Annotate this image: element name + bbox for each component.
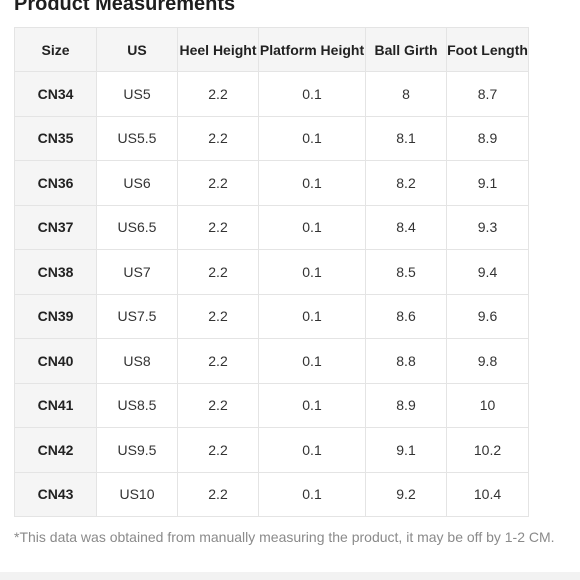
size-cell: CN41 — [14, 382, 97, 428]
size-cell: CN38 — [14, 249, 97, 295]
foot-length-cell: 8.7 — [446, 71, 529, 117]
foot-length-cell: 9.6 — [446, 293, 529, 339]
size-cell: CN39 — [14, 293, 97, 339]
foot-length-cell: 9.3 — [446, 204, 529, 250]
foot-length-cell: 10.2 — [446, 427, 529, 473]
table-row: CN36 US6 2.2 0.1 8.2 9.1 — [14, 160, 529, 206]
header-platform-height: Platform Height — [258, 27, 366, 72]
platform-height-cell: 0.1 — [258, 338, 366, 384]
us-cell: US6 — [96, 160, 178, 206]
foot-length-cell: 10.4 — [446, 471, 529, 517]
table-row: CN41 US8.5 2.2 0.1 8.9 10 — [14, 382, 529, 428]
ball-girth-cell: 8.8 — [365, 338, 447, 384]
us-cell: US8.5 — [96, 382, 178, 428]
us-cell: US7 — [96, 249, 178, 295]
platform-height-cell: 0.1 — [258, 471, 366, 517]
measurement-footnote: *This data was obtained from manually me… — [14, 529, 555, 545]
page-title: Product Measurements — [14, 0, 236, 15]
size-cell: CN43 — [14, 471, 97, 517]
us-cell: US7.5 — [96, 293, 178, 339]
platform-height-cell: 0.1 — [258, 115, 366, 161]
table-header-row: Size US Heel Height Platform Height Ball… — [14, 27, 529, 72]
heel-height-cell: 2.2 — [177, 160, 259, 206]
us-cell: US6.5 — [96, 204, 178, 250]
size-cell: CN37 — [14, 204, 97, 250]
table-row: CN42 US9.5 2.2 0.1 9.1 10.2 — [14, 427, 529, 473]
foot-length-cell: 9.4 — [446, 249, 529, 295]
ball-girth-cell: 8.2 — [365, 160, 447, 206]
heel-height-cell: 2.2 — [177, 427, 259, 473]
foot-length-cell: 9.8 — [446, 338, 529, 384]
platform-height-cell: 0.1 — [258, 249, 366, 295]
ball-girth-cell: 8 — [365, 71, 447, 117]
ball-girth-cell: 9.2 — [365, 471, 447, 517]
platform-height-cell: 0.1 — [258, 293, 366, 339]
header-ball-girth: Ball Girth — [365, 27, 447, 72]
table-row: CN34 US5 2.2 0.1 8 8.7 — [14, 71, 529, 117]
platform-height-cell: 0.1 — [258, 204, 366, 250]
size-cell: CN42 — [14, 427, 97, 473]
header-foot-length: Foot Length — [446, 27, 529, 72]
foot-length-cell: 8.9 — [446, 115, 529, 161]
heel-height-cell: 2.2 — [177, 382, 259, 428]
platform-height-cell: 0.1 — [258, 71, 366, 117]
header-us: US — [96, 27, 178, 72]
ball-girth-cell: 8.9 — [365, 382, 447, 428]
ball-girth-cell: 8.6 — [365, 293, 447, 339]
table-row: CN37 US6.5 2.2 0.1 8.4 9.3 — [14, 204, 529, 250]
measurements-table-container: Size US Heel Height Platform Height Ball… — [14, 27, 529, 517]
us-cell: US5 — [96, 71, 178, 117]
table-row: CN39 US7.5 2.2 0.1 8.6 9.6 — [14, 293, 529, 339]
size-cell: CN35 — [14, 115, 97, 161]
header-size: Size — [14, 27, 97, 72]
page-bottom-divider — [0, 572, 580, 580]
heel-height-cell: 2.2 — [177, 471, 259, 517]
heel-height-cell: 2.2 — [177, 338, 259, 384]
heel-height-cell: 2.2 — [177, 293, 259, 339]
header-heel-height: Heel Height — [177, 27, 259, 72]
ball-girth-cell: 8.1 — [365, 115, 447, 161]
platform-height-cell: 0.1 — [258, 382, 366, 428]
heel-height-cell: 2.2 — [177, 249, 259, 295]
us-cell: US9.5 — [96, 427, 178, 473]
us-cell: US5.5 — [96, 115, 178, 161]
size-cell: CN36 — [14, 160, 97, 206]
ball-girth-cell: 8.5 — [365, 249, 447, 295]
ball-girth-cell: 9.1 — [365, 427, 447, 473]
platform-height-cell: 0.1 — [258, 427, 366, 473]
foot-length-cell: 10 — [446, 382, 529, 428]
ball-girth-cell: 8.4 — [365, 204, 447, 250]
table-row: CN40 US8 2.2 0.1 8.8 9.8 — [14, 338, 529, 384]
foot-length-cell: 9.1 — [446, 160, 529, 206]
size-cell: CN40 — [14, 338, 97, 384]
heel-height-cell: 2.2 — [177, 115, 259, 161]
heel-height-cell: 2.2 — [177, 71, 259, 117]
table-row: CN43 US10 2.2 0.1 9.2 10.4 — [14, 471, 529, 517]
us-cell: US10 — [96, 471, 178, 517]
heel-height-cell: 2.2 — [177, 204, 259, 250]
table-row: CN35 US5.5 2.2 0.1 8.1 8.9 — [14, 115, 529, 161]
measurements-table: Size US Heel Height Platform Height Ball… — [14, 27, 529, 517]
table-row: CN38 US7 2.2 0.1 8.5 9.4 — [14, 249, 529, 295]
size-cell: CN34 — [14, 71, 97, 117]
platform-height-cell: 0.1 — [258, 160, 366, 206]
us-cell: US8 — [96, 338, 178, 384]
